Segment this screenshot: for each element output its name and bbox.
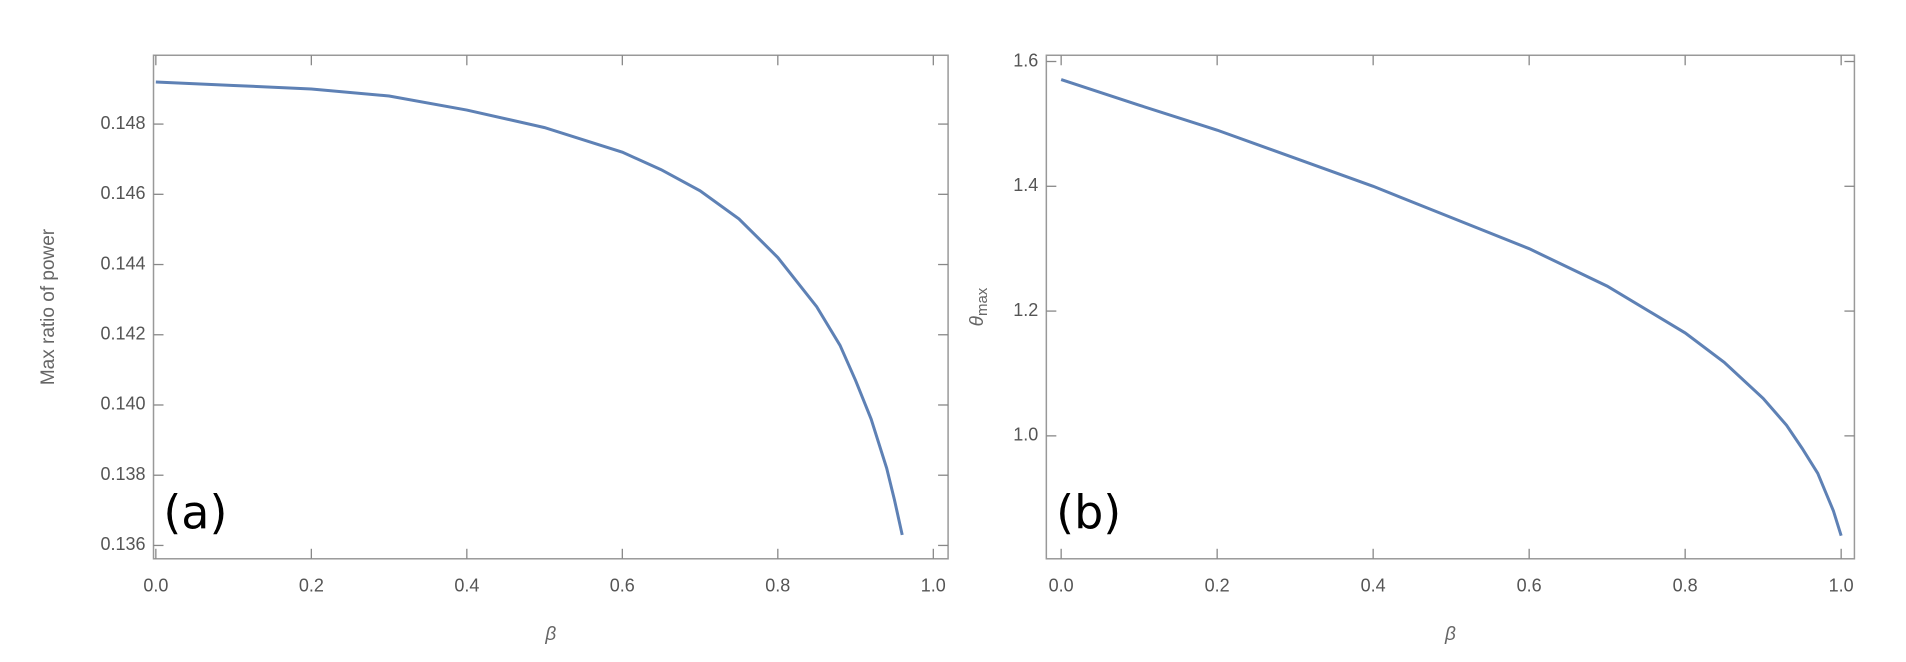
data-line: [155, 80, 904, 536]
y-tick-label: 0.136: [100, 534, 145, 554]
y-axis-label: θmax: [967, 287, 991, 326]
y-tick-label: 1.6: [1013, 50, 1038, 70]
x-tick-label: 0.8: [1673, 576, 1698, 596]
y-tick-label: 1.2: [1013, 300, 1038, 320]
y-tick-label: 0.142: [100, 324, 145, 344]
y-tick-label: 0.148: [100, 113, 145, 133]
x-tick-label: 0.6: [610, 576, 635, 596]
y-axis-symbol: θ: [967, 315, 988, 326]
data-line: [1060, 78, 1843, 537]
y-axis-label: Max ratio of power: [38, 228, 59, 385]
x-tick-label: 0.4: [454, 576, 479, 596]
panel-label: (b): [1056, 485, 1121, 539]
x-axis-label: β: [544, 624, 556, 645]
y-tick-label: 1.0: [1013, 425, 1038, 445]
y-tick-label: 0.146: [100, 183, 145, 203]
x-tick-label: 0.6: [1517, 576, 1542, 596]
x-tick-label: 0.0: [143, 576, 168, 596]
x-tick-label: 1.0: [921, 576, 946, 596]
y-tick-label: 1.4: [1013, 175, 1038, 195]
x-tick-label: 0.2: [299, 576, 324, 596]
panel-label: (a): [163, 485, 227, 539]
plot-frame: [152, 54, 949, 560]
x-tick-label: 0.4: [1361, 576, 1386, 596]
y-axis-subscript: max: [974, 287, 991, 316]
x-tick-label: 0.2: [1205, 576, 1230, 596]
x-tick-label: 0.8: [765, 576, 790, 596]
y-tick-label: 0.140: [100, 394, 145, 414]
x-axis-label: β: [1444, 624, 1456, 645]
x-tick-label: 1.0: [1829, 576, 1854, 596]
plot-frame: [1045, 54, 1856, 560]
x-tick-label: 0.0: [1049, 576, 1074, 596]
y-tick-label: 0.138: [100, 464, 145, 484]
y-tick-label: 0.144: [100, 253, 145, 273]
